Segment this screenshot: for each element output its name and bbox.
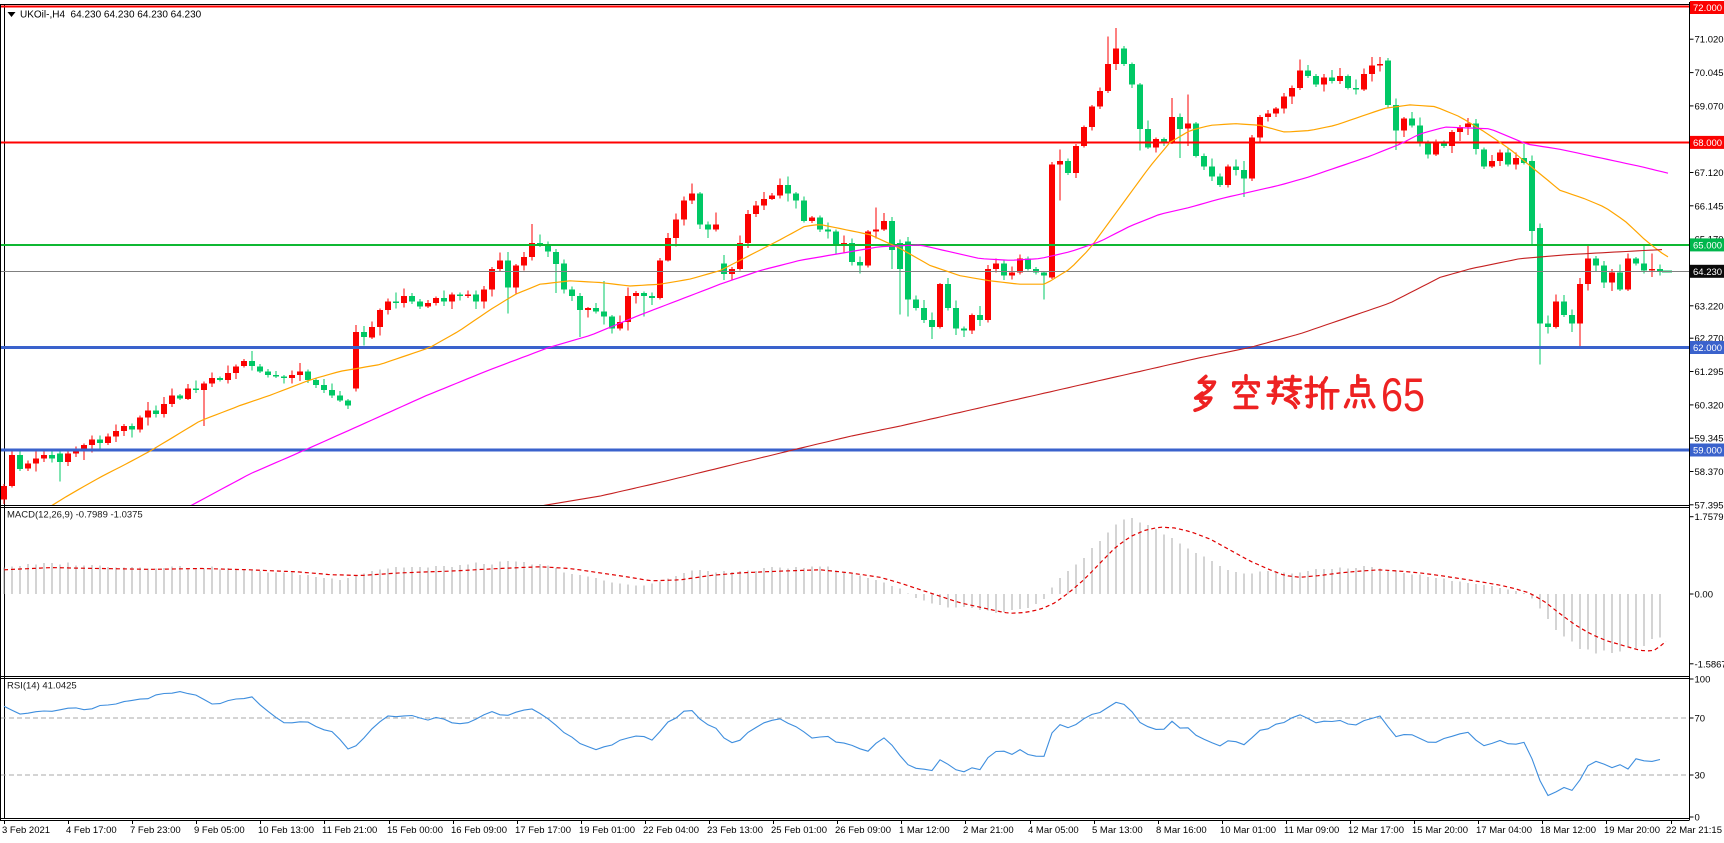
svg-text:17 Feb 17:00: 17 Feb 17:00 [515,825,571,836]
svg-text:7 Feb 23:00: 7 Feb 23:00 [130,825,181,836]
svg-text:0.00: 0.00 [1695,590,1714,601]
svg-text:12 Mar 17:00: 12 Mar 17:00 [1348,825,1404,836]
svg-text:59.000: 59.000 [1693,446,1722,457]
svg-text:19 Feb 01:00: 19 Feb 01:00 [579,825,635,836]
svg-text:26 Feb 09:00: 26 Feb 09:00 [835,825,891,836]
svg-text:11 Mar 09:00: 11 Mar 09:00 [1284,825,1339,836]
svg-text:15 Feb 00:00: 15 Feb 00:00 [387,825,443,836]
svg-text:9 Feb 05:00: 9 Feb 05:00 [194,825,245,836]
svg-text:16 Feb 09:00: 16 Feb 09:00 [451,825,507,836]
svg-text:22 Mar 21:15: 22 Mar 21:15 [1666,825,1722,836]
svg-text:10 Mar 01:00: 10 Mar 01:00 [1220,825,1276,836]
svg-text:15 Mar 20:00: 15 Mar 20:00 [1412,825,1468,836]
svg-text:11 Feb 21:00: 11 Feb 21:00 [322,825,377,836]
svg-text:30: 30 [1695,771,1706,782]
svg-text:71.020: 71.020 [1695,35,1724,46]
svg-text:4 Feb 17:00: 4 Feb 17:00 [66,825,117,836]
svg-text:57.395: 57.395 [1695,500,1724,511]
svg-text:69.070: 69.070 [1695,101,1724,112]
svg-text:60.320: 60.320 [1695,400,1724,411]
svg-text:63.220: 63.220 [1695,301,1724,312]
svg-text:2 Mar 21:00: 2 Mar 21:00 [963,825,1014,836]
svg-text:0: 0 [1695,813,1700,824]
svg-text:1.7579: 1.7579 [1695,512,1724,523]
svg-text:4 Mar 05:00: 4 Mar 05:00 [1028,825,1079,836]
svg-text:67.120: 67.120 [1695,168,1724,179]
svg-text:100: 100 [1695,675,1711,686]
svg-text:UKOil-,H4 64.230 64.230 64.23: UKOil-,H4 64.230 64.230 64.230 64.230 [20,10,202,21]
svg-text:1 Mar 12:00: 1 Mar 12:00 [899,825,950,836]
svg-text:66.145: 66.145 [1695,201,1724,212]
svg-text:62.000: 62.000 [1693,343,1722,354]
svg-text:22 Feb 04:00: 22 Feb 04:00 [643,825,699,836]
svg-text:62.270: 62.270 [1695,334,1724,345]
svg-text:68.000: 68.000 [1693,138,1722,149]
svg-text:70.045: 70.045 [1695,68,1724,79]
svg-text:10 Feb 13:00: 10 Feb 13:00 [258,825,314,836]
svg-text:25 Feb 01:00: 25 Feb 01:00 [771,825,827,836]
svg-text:19 Mar 20:00: 19 Mar 20:00 [1604,825,1660,836]
svg-text:3 Feb 2021: 3 Feb 2021 [2,825,50,836]
svg-text:-1.5867: -1.5867 [1695,659,1724,670]
svg-text:8 Mar 16:00: 8 Mar 16:00 [1156,825,1207,836]
svg-text:64.230: 64.230 [1693,267,1722,278]
svg-text:65: 65 [1381,368,1425,421]
svg-text:23 Feb 13:00: 23 Feb 13:00 [707,825,763,836]
svg-text:59.345: 59.345 [1695,434,1724,445]
svg-text:72.000: 72.000 [1693,3,1722,14]
svg-text:MACD(12,26,9) -0.7989 -1.0375: MACD(12,26,9) -0.7989 -1.0375 [7,510,143,521]
svg-text:17 Mar 04:00: 17 Mar 04:00 [1476,825,1532,836]
svg-text:65.000: 65.000 [1693,240,1722,251]
svg-text:18 Mar 12:00: 18 Mar 12:00 [1540,825,1596,836]
svg-text:70: 70 [1695,714,1706,725]
svg-text:5 Mar 13:00: 5 Mar 13:00 [1092,825,1143,836]
svg-text:58.370: 58.370 [1695,467,1724,478]
svg-text:61.295: 61.295 [1695,367,1724,378]
svg-text:RSI(14) 41.0425: RSI(14) 41.0425 [7,681,77,692]
